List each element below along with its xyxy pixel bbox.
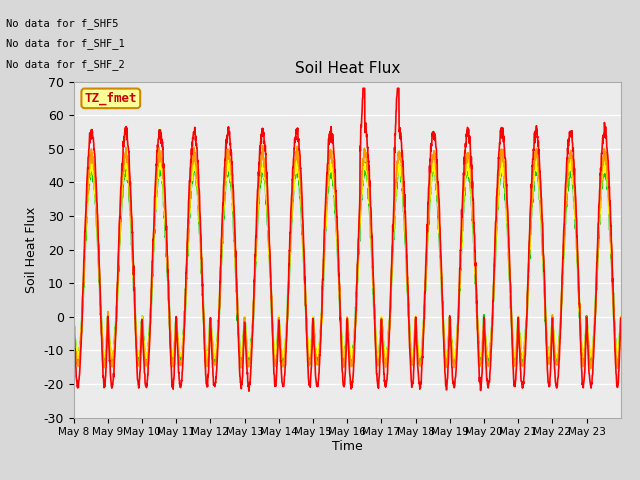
SHF3 (70, 311, 77, 317)
SHF2 (380, 351, 388, 357)
SHF4 (513, 348, 520, 354)
SHF4 (609, 300, 617, 305)
SHF3 (408, 358, 416, 364)
SHF1 (245, 388, 253, 394)
Line: SHF4: SHF4 (74, 162, 621, 364)
SHF2 (70, 314, 77, 320)
Y-axis label: Soil Heat Flux: Soil Heat Flux (25, 206, 38, 293)
SHF3 (543, 336, 551, 341)
SHF1 (70, 311, 77, 317)
Text: No data for f_SHF_2: No data for f_SHF_2 (6, 59, 125, 70)
SHF4 (224, 159, 232, 165)
SHF2 (617, 314, 625, 320)
SHF3 (617, 313, 625, 319)
Text: No data for f_SHF_1: No data for f_SHF_1 (6, 38, 125, 49)
SHF3 (512, 347, 520, 353)
SHF4 (70, 314, 77, 320)
Line: SHF2: SHF2 (74, 145, 621, 369)
SHF1 (543, 363, 551, 369)
SHF2 (124, 164, 132, 169)
Text: No data for f_SHF5: No data for f_SHF5 (6, 18, 119, 29)
SHF4 (381, 354, 388, 360)
SHF3 (566, 156, 574, 161)
SHF4 (617, 315, 625, 321)
SHF4 (124, 180, 132, 185)
SHF4 (306, 361, 314, 367)
SHF1 (609, 300, 617, 306)
X-axis label: Time: Time (332, 440, 363, 453)
SHF2 (587, 366, 595, 372)
SHF3 (380, 346, 388, 352)
SHF4 (543, 345, 551, 350)
SHF1 (243, 356, 250, 361)
SHF1 (381, 378, 388, 384)
SHF3 (243, 336, 250, 341)
SHF3 (609, 301, 617, 307)
Title: Soil Heat Flux: Soil Heat Flux (294, 61, 400, 76)
Line: SHF3: SHF3 (74, 158, 621, 361)
Line: SHF1: SHF1 (74, 88, 621, 391)
SHF1 (513, 367, 520, 372)
SHF2 (543, 341, 551, 347)
SHF3 (124, 172, 132, 178)
SHF2 (259, 143, 267, 148)
SHF2 (512, 355, 520, 360)
SHF2 (243, 344, 250, 350)
SHF1 (359, 85, 367, 91)
Text: TZ_fmet: TZ_fmet (84, 92, 137, 105)
SHF1 (124, 144, 132, 150)
SHF2 (609, 300, 617, 305)
SHF4 (243, 345, 250, 350)
SHF1 (617, 315, 625, 321)
